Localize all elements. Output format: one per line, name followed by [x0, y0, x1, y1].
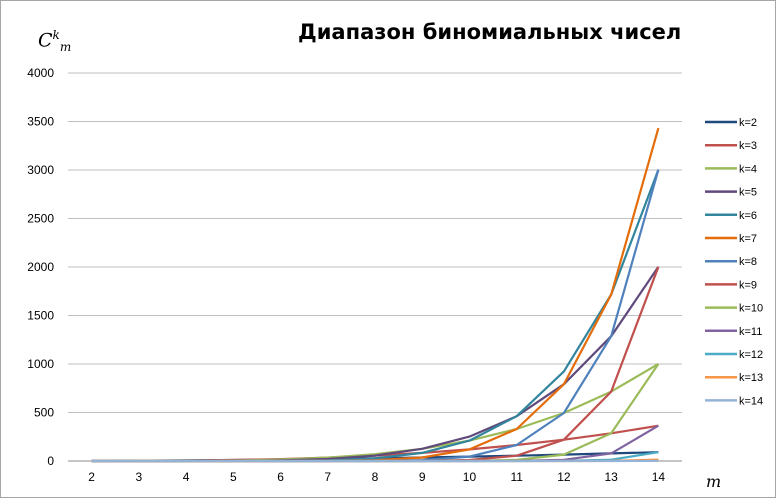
series-line-k7 [91, 127, 660, 463]
legend-label: k=9 [739, 279, 757, 291]
y-axis-label-sub: m [59, 40, 72, 55]
y-tick-label: 1500 [27, 309, 54, 323]
legend-label: k=7 [739, 233, 757, 245]
series-lines [91, 127, 660, 463]
y-axis-label-base: C [38, 29, 53, 52]
y-tick-label: 0 [47, 454, 54, 468]
legend-label: k=14 [739, 395, 763, 407]
x-tick-label: 3 [136, 470, 143, 484]
y-tick-label: 2000 [27, 260, 54, 274]
x-tick-label: 9 [419, 470, 426, 484]
y-tick-label: 3500 [27, 115, 54, 129]
x-tick-label: 5 [230, 470, 237, 484]
x-tick-labels: 2 3 4 5 6 7 8 9 10 11 12 13 14 [88, 470, 665, 484]
y-tick-label: 3000 [27, 163, 54, 177]
x-tick-label: 14 [652, 470, 666, 484]
x-tick-label: 11 [510, 470, 523, 484]
x-tick-label: 8 [372, 470, 379, 484]
legend-label: k=4 [739, 163, 757, 175]
y-tick-label: 4000 [27, 66, 54, 80]
legend-label: k=11 [739, 326, 762, 338]
x-tick-label: 6 [277, 470, 284, 484]
legend-label: k=12 [739, 349, 763, 361]
x-tick-label: 4 [183, 470, 190, 484]
y-tick-label: 2500 [27, 212, 54, 226]
x-tick-label: 2 [88, 470, 95, 484]
chart-title: Диапазон биномиальных чисел [298, 20, 682, 44]
legend-label: k=6 [739, 210, 757, 222]
legend-label: k=2 [739, 117, 757, 129]
y-tick-labels: 0 500 1000 1500 2000 2500 3000 3500 4000 [27, 66, 54, 468]
x-tick-label: 10 [463, 470, 477, 484]
y-tick-label: 500 [34, 406, 54, 420]
x-tick-label: 12 [557, 470, 571, 484]
y-tick-label: 1000 [27, 357, 54, 371]
legend-label: k=10 [739, 303, 763, 315]
x-axis-label: m [706, 472, 722, 491]
legend-label: k=8 [739, 256, 757, 268]
legend-label: k=13 [739, 372, 763, 384]
gridlines [68, 72, 682, 462]
legend: k=2 k=3 k=4 k=5 k=6 k=7 k=8 k=9 k=10 k=11 k=12 k=13… [705, 117, 763, 407]
x-tick-label: 13 [604, 470, 618, 484]
legend-label: k=3 [739, 140, 757, 152]
y-axis-label-sup: k [52, 28, 60, 42]
x-tick-label: 7 [324, 470, 331, 484]
y-axis-label: Ckm [38, 28, 71, 54]
legend-label: k=5 [739, 187, 757, 199]
